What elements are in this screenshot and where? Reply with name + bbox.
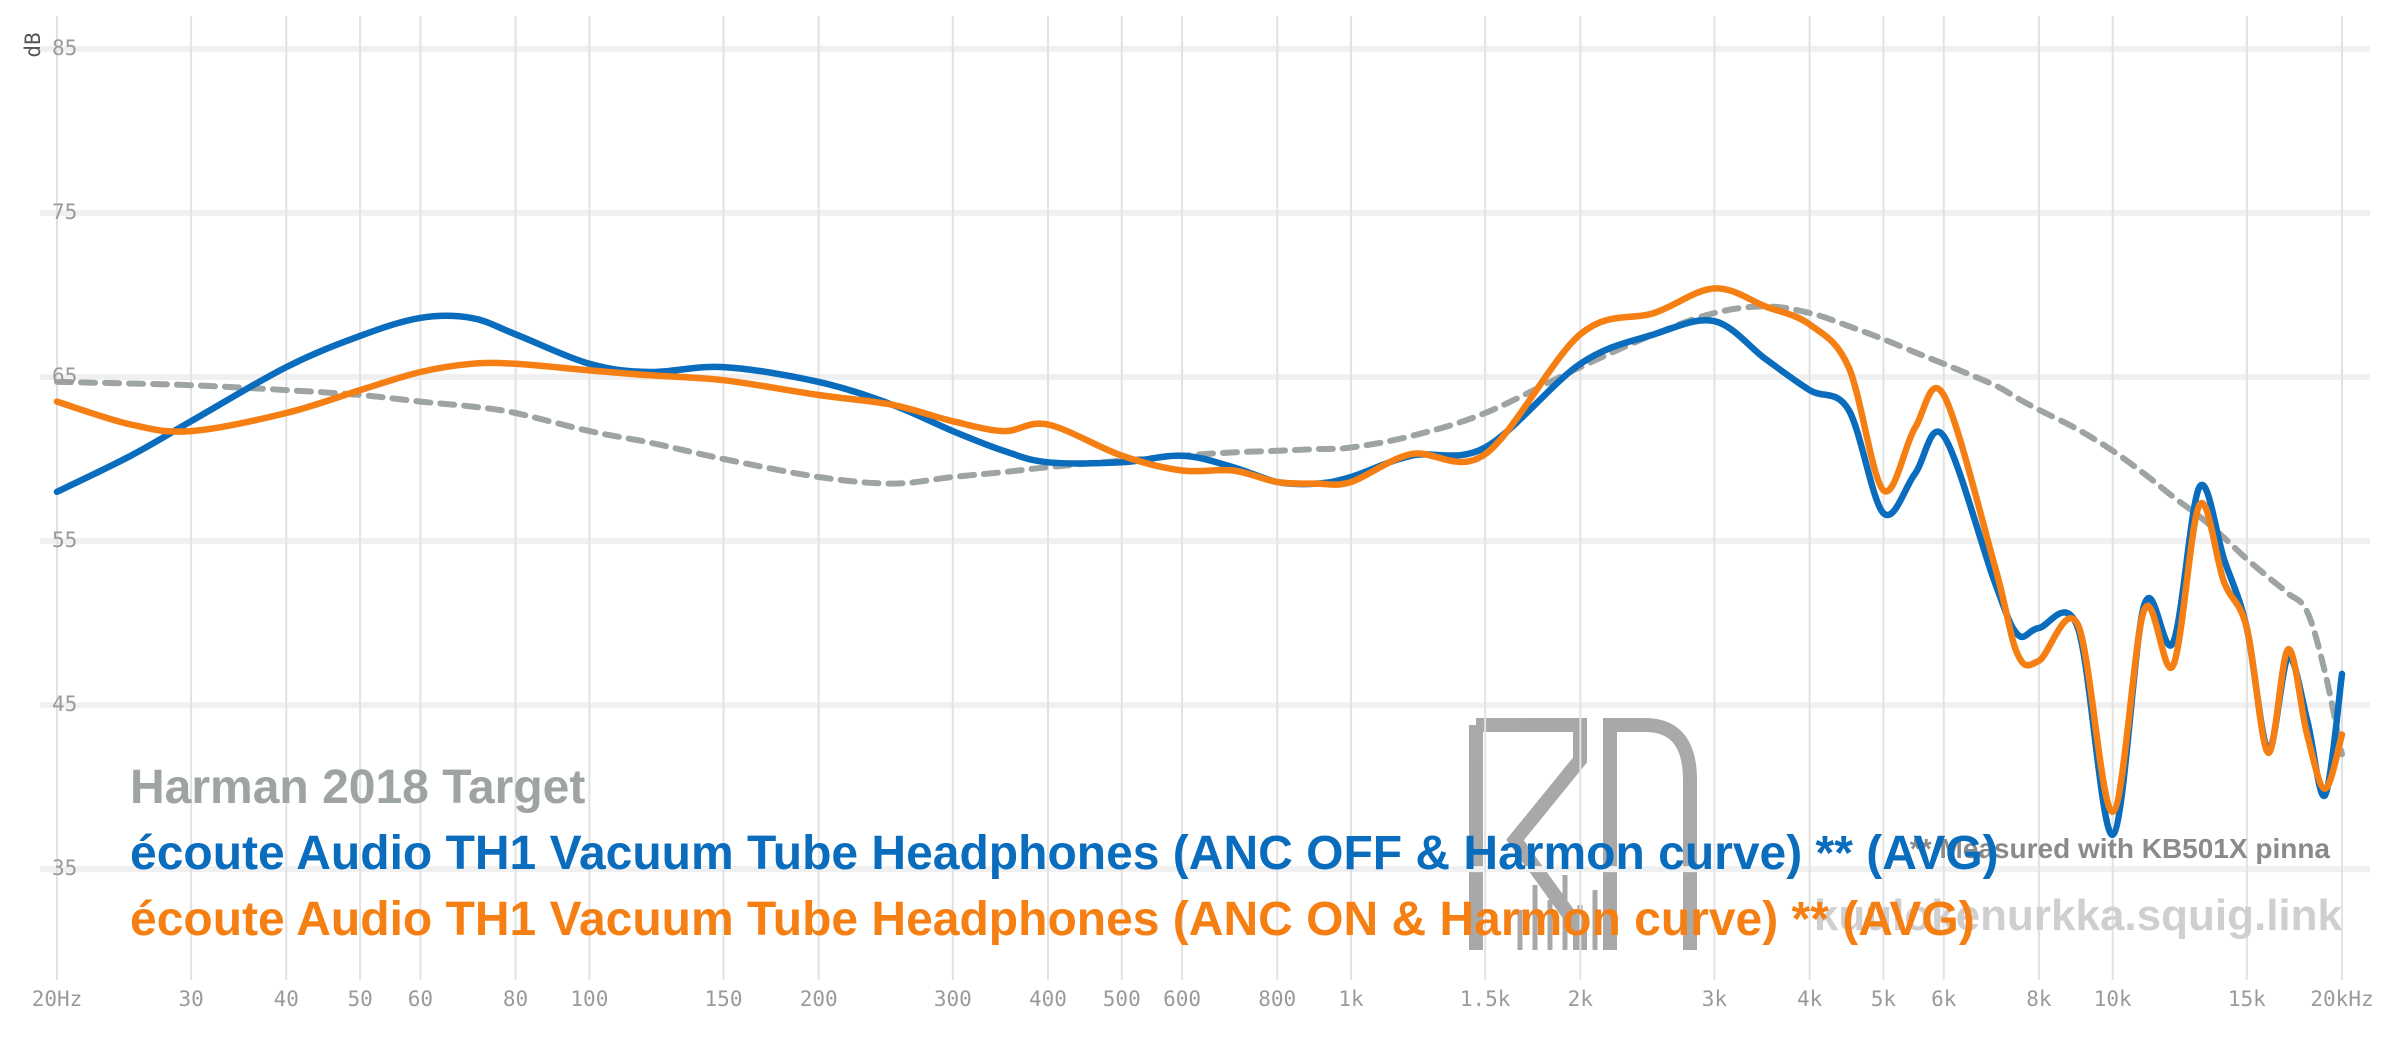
x-tick-label: 1k bbox=[1338, 987, 1364, 1011]
legend-entry: écoute Audio TH1 Vacuum Tube Headphones … bbox=[130, 827, 1999, 880]
x-tick-label: 2k bbox=[1568, 987, 1594, 1011]
x-tick-label: 10k bbox=[2094, 987, 2132, 1011]
x-tick-label: 800 bbox=[1258, 987, 1296, 1011]
y-tick-label: 35 bbox=[52, 856, 77, 880]
x-tick-label: 50 bbox=[347, 987, 372, 1011]
x-tick-label: 400 bbox=[1029, 987, 1067, 1011]
x-tick-label: 8k bbox=[2026, 987, 2052, 1011]
series-line bbox=[53, 285, 2346, 815]
watermark: kuulokenurkka.squig.link bbox=[1814, 891, 2343, 940]
x-tick-label: 20kHz bbox=[2310, 987, 2373, 1011]
y-tick-label: 75 bbox=[52, 200, 77, 224]
x-tick-label: 3k bbox=[1702, 987, 1728, 1011]
series-line bbox=[54, 303, 2345, 758]
x-tick-label: 20Hz bbox=[32, 987, 83, 1011]
series-line bbox=[53, 312, 2346, 838]
grid bbox=[40, 16, 2370, 980]
annotation: ** Measured with KB501X pinna bbox=[1910, 833, 2331, 864]
x-tick-label: 5k bbox=[1871, 987, 1897, 1011]
x-tick-label: 40 bbox=[274, 987, 299, 1011]
legend-entry: Harman 2018 Target bbox=[130, 761, 585, 814]
x-tick-label: 60 bbox=[408, 987, 433, 1011]
x-tick-label: 4k bbox=[1797, 987, 1823, 1011]
x-tick-label: 200 bbox=[800, 987, 838, 1011]
x-tick-label: 100 bbox=[570, 987, 608, 1011]
plot-lines bbox=[53, 285, 2346, 838]
x-tick-label: 6k bbox=[1931, 987, 1957, 1011]
y-tick-label: 65 bbox=[52, 364, 77, 388]
x-tick-label: 150 bbox=[705, 987, 743, 1011]
x-tick-label: 15k bbox=[2228, 987, 2266, 1011]
y-tick-label: 55 bbox=[52, 528, 77, 552]
y-axis-label: dB bbox=[21, 32, 45, 57]
x-tick-label: 600 bbox=[1163, 987, 1201, 1011]
x-tick-label: 30 bbox=[178, 987, 203, 1011]
y-tick-label: 85 bbox=[52, 36, 77, 60]
x-tick-label: 80 bbox=[503, 987, 528, 1011]
y-tick-label: 45 bbox=[52, 692, 77, 716]
x-tick-label: 1.5k bbox=[1460, 987, 1511, 1011]
x-tick-label: 300 bbox=[934, 987, 972, 1011]
legend-entry: écoute Audio TH1 Vacuum Tube Headphones … bbox=[130, 893, 1975, 946]
legend: Harman 2018 Target écoute Audio TH1 Vacuu… bbox=[130, 761, 1999, 946]
x-tick-label: 500 bbox=[1103, 987, 1141, 1011]
